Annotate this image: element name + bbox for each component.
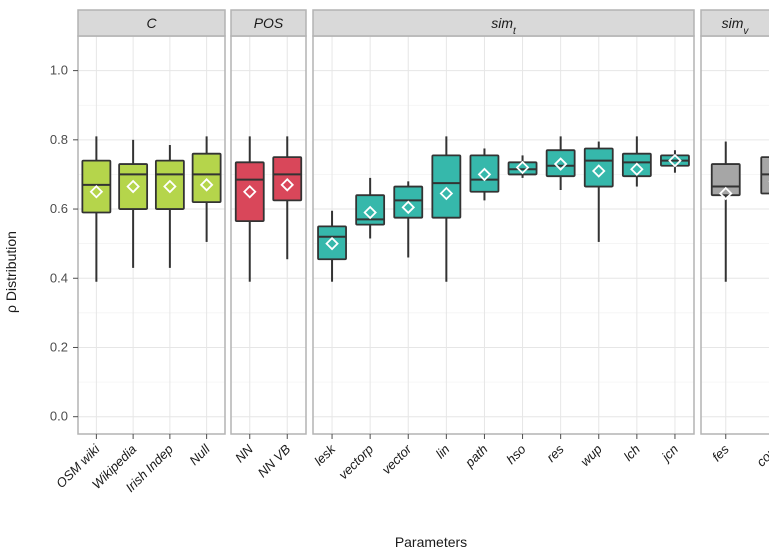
mean-marker	[441, 188, 452, 199]
box-lesk	[318, 211, 346, 282]
box-irish-indep	[156, 145, 184, 268]
facet-strip	[701, 10, 769, 36]
box-body	[193, 154, 221, 202]
x-tick-label: jcn	[657, 442, 681, 466]
y-tick-label: 0.0	[50, 409, 68, 424]
box-body	[432, 155, 460, 217]
mean-marker	[555, 159, 566, 170]
x-tick-label: wup	[577, 442, 604, 469]
mean-marker	[91, 186, 102, 197]
mean-marker	[403, 202, 414, 213]
mean-marker	[593, 165, 604, 176]
x-tick-label: Null	[186, 441, 213, 468]
y-tick-label: 1.0	[50, 63, 68, 78]
facet-strip-label-main: sim	[491, 15, 513, 31]
mean-marker	[282, 179, 293, 190]
facet-strip-label-main: C	[146, 15, 157, 31]
box-body	[470, 155, 498, 191]
facet-panel-pos: POS	[231, 10, 306, 434]
box-jcn	[661, 150, 689, 172]
mean-marker	[720, 188, 731, 199]
box-nn	[236, 136, 264, 281]
facet-strip-label-subscript: v	[743, 26, 749, 37]
y-tick-label: 0.6	[50, 201, 68, 216]
x-tick-label: lesk	[311, 440, 339, 468]
y-tick-label: 0.2	[50, 339, 68, 354]
facet-strip-label: C	[146, 15, 157, 31]
facet-strip-label-main: POS	[254, 15, 284, 31]
box-wikipedia	[119, 140, 147, 268]
facet-panels: C POS simt simv	[78, 10, 769, 434]
x-tick-label: NN	[232, 441, 256, 465]
mean-marker	[244, 186, 255, 197]
x-tick-label: fes	[709, 441, 732, 464]
facet-strip	[78, 10, 225, 36]
box-null	[193, 136, 221, 242]
box-body	[585, 148, 613, 186]
x-tick-label: vector	[379, 441, 415, 477]
box-body	[356, 195, 384, 224]
facet-panel-sim-t: simt	[313, 10, 694, 434]
mean-marker	[669, 155, 680, 166]
x-tick-label: lch	[621, 442, 643, 464]
panel-background	[78, 36, 225, 434]
facet-strip	[313, 10, 694, 36]
mean-marker	[517, 162, 528, 173]
box-body	[712, 164, 740, 195]
box-hso	[509, 155, 537, 177]
y-axis-title: ρ Distribution	[3, 231, 19, 313]
x-axis-title: Parameters	[395, 534, 467, 550]
box-osm-wiki	[82, 136, 110, 281]
box-body	[156, 161, 184, 209]
facet-strip-label-subscript: t	[513, 26, 517, 37]
box-lin	[432, 136, 460, 281]
facet-panel-sim-v: simv	[701, 10, 769, 434]
x-tick-label: NN VB	[255, 441, 294, 480]
box-res	[547, 136, 575, 190]
facet-strip-label-main: sim	[722, 15, 744, 31]
mean-marker	[164, 181, 175, 192]
y-tick-label: 0.8	[50, 132, 68, 147]
box-path	[470, 148, 498, 200]
panel-background	[701, 36, 769, 434]
facet-strip	[231, 10, 306, 36]
box-lch	[623, 136, 651, 186]
y-axis: 0.0 0.2 0.4 0.6 0.8 1.0	[50, 63, 78, 424]
facet-strip-label: simt	[491, 15, 517, 37]
mean-marker	[365, 207, 376, 218]
box-body	[318, 226, 346, 259]
y-tick-label: 0.4	[50, 270, 68, 285]
mean-marker	[631, 164, 642, 175]
x-tick-label: vectorp	[336, 442, 377, 483]
mean-marker	[201, 179, 212, 190]
x-tick-label: res	[543, 441, 567, 465]
box-body	[119, 164, 147, 209]
mean-marker	[479, 169, 490, 180]
x-tick-label: lin	[433, 442, 453, 462]
box-body	[547, 150, 575, 176]
x-tick-label: com	[753, 441, 769, 469]
box-vector	[394, 181, 422, 257]
panel-background	[313, 36, 694, 434]
box-com	[761, 136, 769, 226]
mean-marker	[327, 238, 338, 249]
mean-marker	[128, 181, 139, 192]
x-tick-label: path	[461, 442, 490, 471]
panel-background	[231, 36, 306, 434]
facet-strip-label: simv	[722, 15, 750, 37]
facet-strip-label: POS	[254, 15, 284, 31]
box-fes	[712, 142, 740, 282]
facet-panel-c: C	[78, 10, 225, 434]
box-vectorp	[356, 178, 384, 239]
box-body	[236, 162, 264, 221]
x-tick-label: hso	[503, 442, 528, 467]
box-nn-vb	[273, 136, 301, 259]
box-wup	[585, 142, 613, 242]
